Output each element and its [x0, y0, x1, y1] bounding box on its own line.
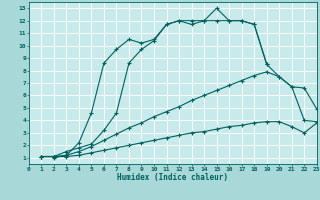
X-axis label: Humidex (Indice chaleur): Humidex (Indice chaleur) — [117, 173, 228, 182]
